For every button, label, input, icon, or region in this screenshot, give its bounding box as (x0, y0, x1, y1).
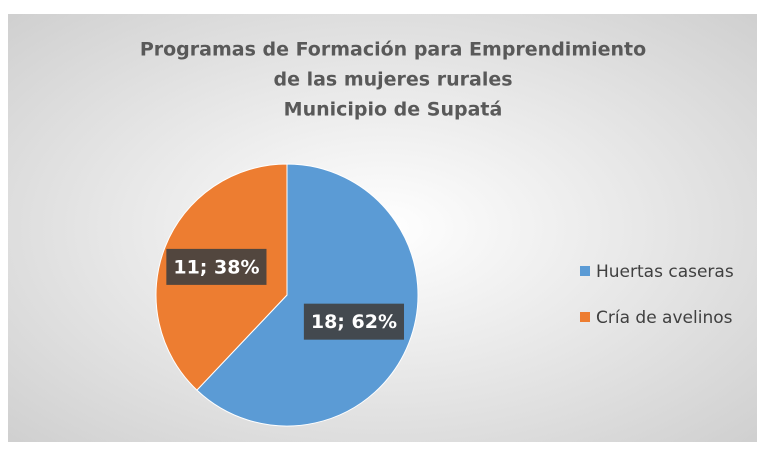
data-label-box (166, 248, 267, 285)
data-label: 18; 62% (311, 311, 397, 333)
data-labels: 18; 62% 11; 38% (166, 248, 405, 340)
data-label-box (303, 303, 405, 340)
data-label: 11; 38% (173, 256, 259, 278)
pie-slice (196, 163, 419, 427)
legend-label: Huertas caseras (596, 262, 734, 282)
legend: Huertas caseras Cría de avelinos (580, 262, 734, 328)
legend-label: Cría de avelinos (596, 308, 733, 328)
title-group: Programas de Formación para Emprendimien… (140, 39, 646, 121)
chart-title: de las mujeres rurales (273, 69, 512, 91)
legend-swatch (580, 312, 590, 322)
pie (155, 163, 419, 427)
legend-swatch (580, 266, 590, 276)
chart-title: Municipio de Supatá (284, 99, 503, 121)
chart-title: Programas de Formación para Emprendimien… (140, 39, 646, 61)
